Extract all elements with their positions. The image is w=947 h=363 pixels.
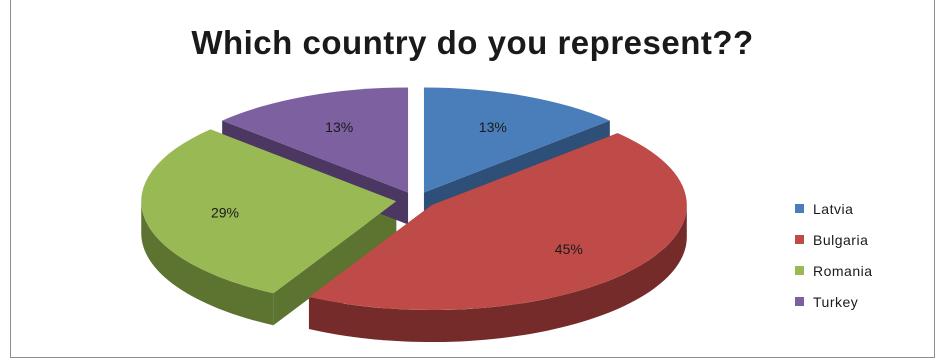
data-label-romania: 29% (211, 204, 239, 220)
legend-item-latvia: Latvia (795, 193, 873, 224)
legend-item-bulgaria: Bulgaria (795, 224, 873, 255)
legend-item-turkey: Turkey (795, 286, 873, 317)
legend-swatch (795, 266, 804, 275)
slice-latvia (423, 87, 610, 193)
legend: Latvia Bulgaria Romania Turkey (795, 193, 873, 317)
slice-romania (141, 129, 397, 294)
pie-chart: 13% 45% 29% 13% (141, 87, 687, 343)
slice-turkey (222, 87, 409, 193)
slice-bulgaria (308, 133, 687, 311)
legend-swatch (795, 297, 804, 306)
slice-side-bulgaria (308, 205, 687, 343)
data-label-turkey: 13% (325, 119, 353, 135)
legend-label: Latvia (813, 200, 854, 217)
chart-area: Which country do you represent?? 13% 45% 2… (10, 0, 935, 358)
legend-label: Turkey (813, 293, 859, 310)
slice-side-romania (141, 201, 274, 326)
legend-label: Romania (813, 262, 873, 279)
data-label-bulgaria: 45% (555, 241, 583, 257)
legend-swatch (795, 204, 804, 213)
legend-label: Bulgaria (813, 231, 869, 248)
legend-item-romania: Romania (795, 255, 873, 286)
legend-swatch (795, 235, 804, 244)
slice-wall-romania-0 (273, 201, 397, 326)
data-label-latvia: 13% (479, 119, 507, 135)
chart-title: Which country do you represent?? (191, 24, 754, 61)
